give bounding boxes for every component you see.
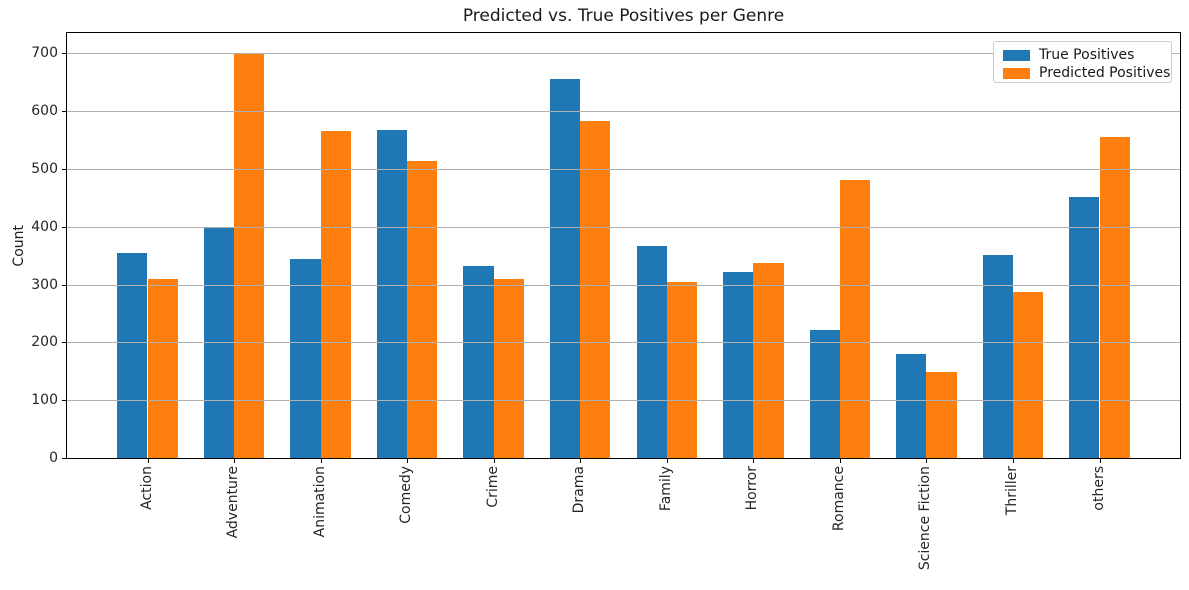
bar-thriller-predicted [1013,291,1044,458]
gridline-y-700 [67,53,1180,55]
ytick-label-200: 200 [31,334,58,351]
xtick-mark-animation [320,459,322,463]
xtick-label-thriller: Thriller [1004,466,1020,516]
xtick-label-others: others [1090,466,1107,511]
xtick-label-horror: Horror [744,466,761,511]
legend-label-predicted-positives: Predicted Positives [1039,65,1171,81]
ytick-label-600: 600 [31,103,58,120]
bar-crime-predicted [493,278,524,458]
bar-family-predicted [666,282,698,458]
xtick-mark-romance [839,459,841,463]
bar-others-predicted [1099,136,1130,458]
bar-others-true [1069,197,1100,458]
ytick-mark-600 [62,111,66,113]
legend-entry-true-positives: True Positives [1003,47,1162,63]
bar-horror-true [723,272,754,458]
xtick-mark-horror [753,459,755,463]
xtick-mark-drama [580,459,582,463]
ytick-mark-500 [62,168,66,170]
xtick-mark-others [1099,459,1101,463]
ytick-mark-300 [62,284,66,286]
xtick-label-comedy: Comedy [398,466,415,524]
bar-crime-true [463,266,494,458]
gridline-y-500 [67,168,1180,170]
bar-romance-true [809,329,840,458]
legend-swatch-true-positives [1003,49,1030,61]
xtick-mark-comedy [407,459,409,463]
bar-drama-predicted [580,120,611,458]
bar-comedy-true [376,129,408,458]
gridline-y-400 [67,226,1180,228]
bars-layer [67,33,1180,458]
xtick-mark-action [147,459,149,463]
bar-action-true [117,253,148,458]
gridline-y-100 [67,400,1180,402]
bar-romance-predicted [839,180,871,458]
xtick-mark-family [666,459,668,463]
legend-entry-predicted-positives: Predicted Positives [1003,65,1170,81]
xtick-label-animation: Animation [311,466,328,538]
gridlines-layer [67,33,1180,458]
ytick-mark-0 [62,458,66,459]
xtick-label-drama: Drama [571,466,588,514]
xtick-label-romance: Romance [830,466,847,532]
bar-animation-predicted [320,131,351,458]
ytick-label-700: 700 [31,45,58,62]
ytick-label-500: 500 [31,160,58,177]
bar-adventure-predicted [234,53,265,458]
bar-thriller-true [982,255,1013,458]
ytick-mark-700 [62,53,66,55]
ytick-mark-400 [62,226,66,228]
ytick-mark-200 [62,342,66,344]
legend-swatch-predicted-positives [1003,67,1030,79]
xtick-mark-adventure [234,459,235,463]
xtick-label-adventure: Adventure [225,466,241,539]
xtick-label-family: Family [657,466,674,512]
xtick-mark-science-fiction [926,459,928,463]
ytick-mark-100 [62,400,66,402]
ytick-label-100: 100 [31,392,58,409]
ytick-label-0: 0 [49,450,58,466]
xtick-mark-thriller [1013,459,1014,463]
ytick-label-400: 400 [31,218,58,235]
legend-label-true-positives: True Positives [1039,47,1135,63]
xtick-label-action: Action [138,466,155,510]
gridline-y-600 [67,111,1180,113]
bar-action-predicted [147,279,178,458]
xtick-mark-crime [493,459,495,463]
bar-science-fiction-predicted [926,372,957,458]
bar-drama-true [549,78,581,458]
bar-science-fiction-true [896,353,927,458]
bar-family-true [636,246,667,458]
plot-area [66,32,1181,459]
xtick-label-science-fiction: Science Fiction [917,466,934,571]
bar-comedy-predicted [407,161,438,458]
chart-title: Predicted vs. True Positives per Genre [462,6,785,26]
xtick-label-crime: Crime [484,466,501,508]
legend: True Positives Predicted Positives [993,41,1172,83]
ytick-label-300: 300 [31,276,58,293]
gridline-y-300 [67,284,1180,286]
bar-horror-predicted [753,262,784,458]
bar-animation-true [290,259,321,458]
gridline-y-200 [67,342,1180,344]
